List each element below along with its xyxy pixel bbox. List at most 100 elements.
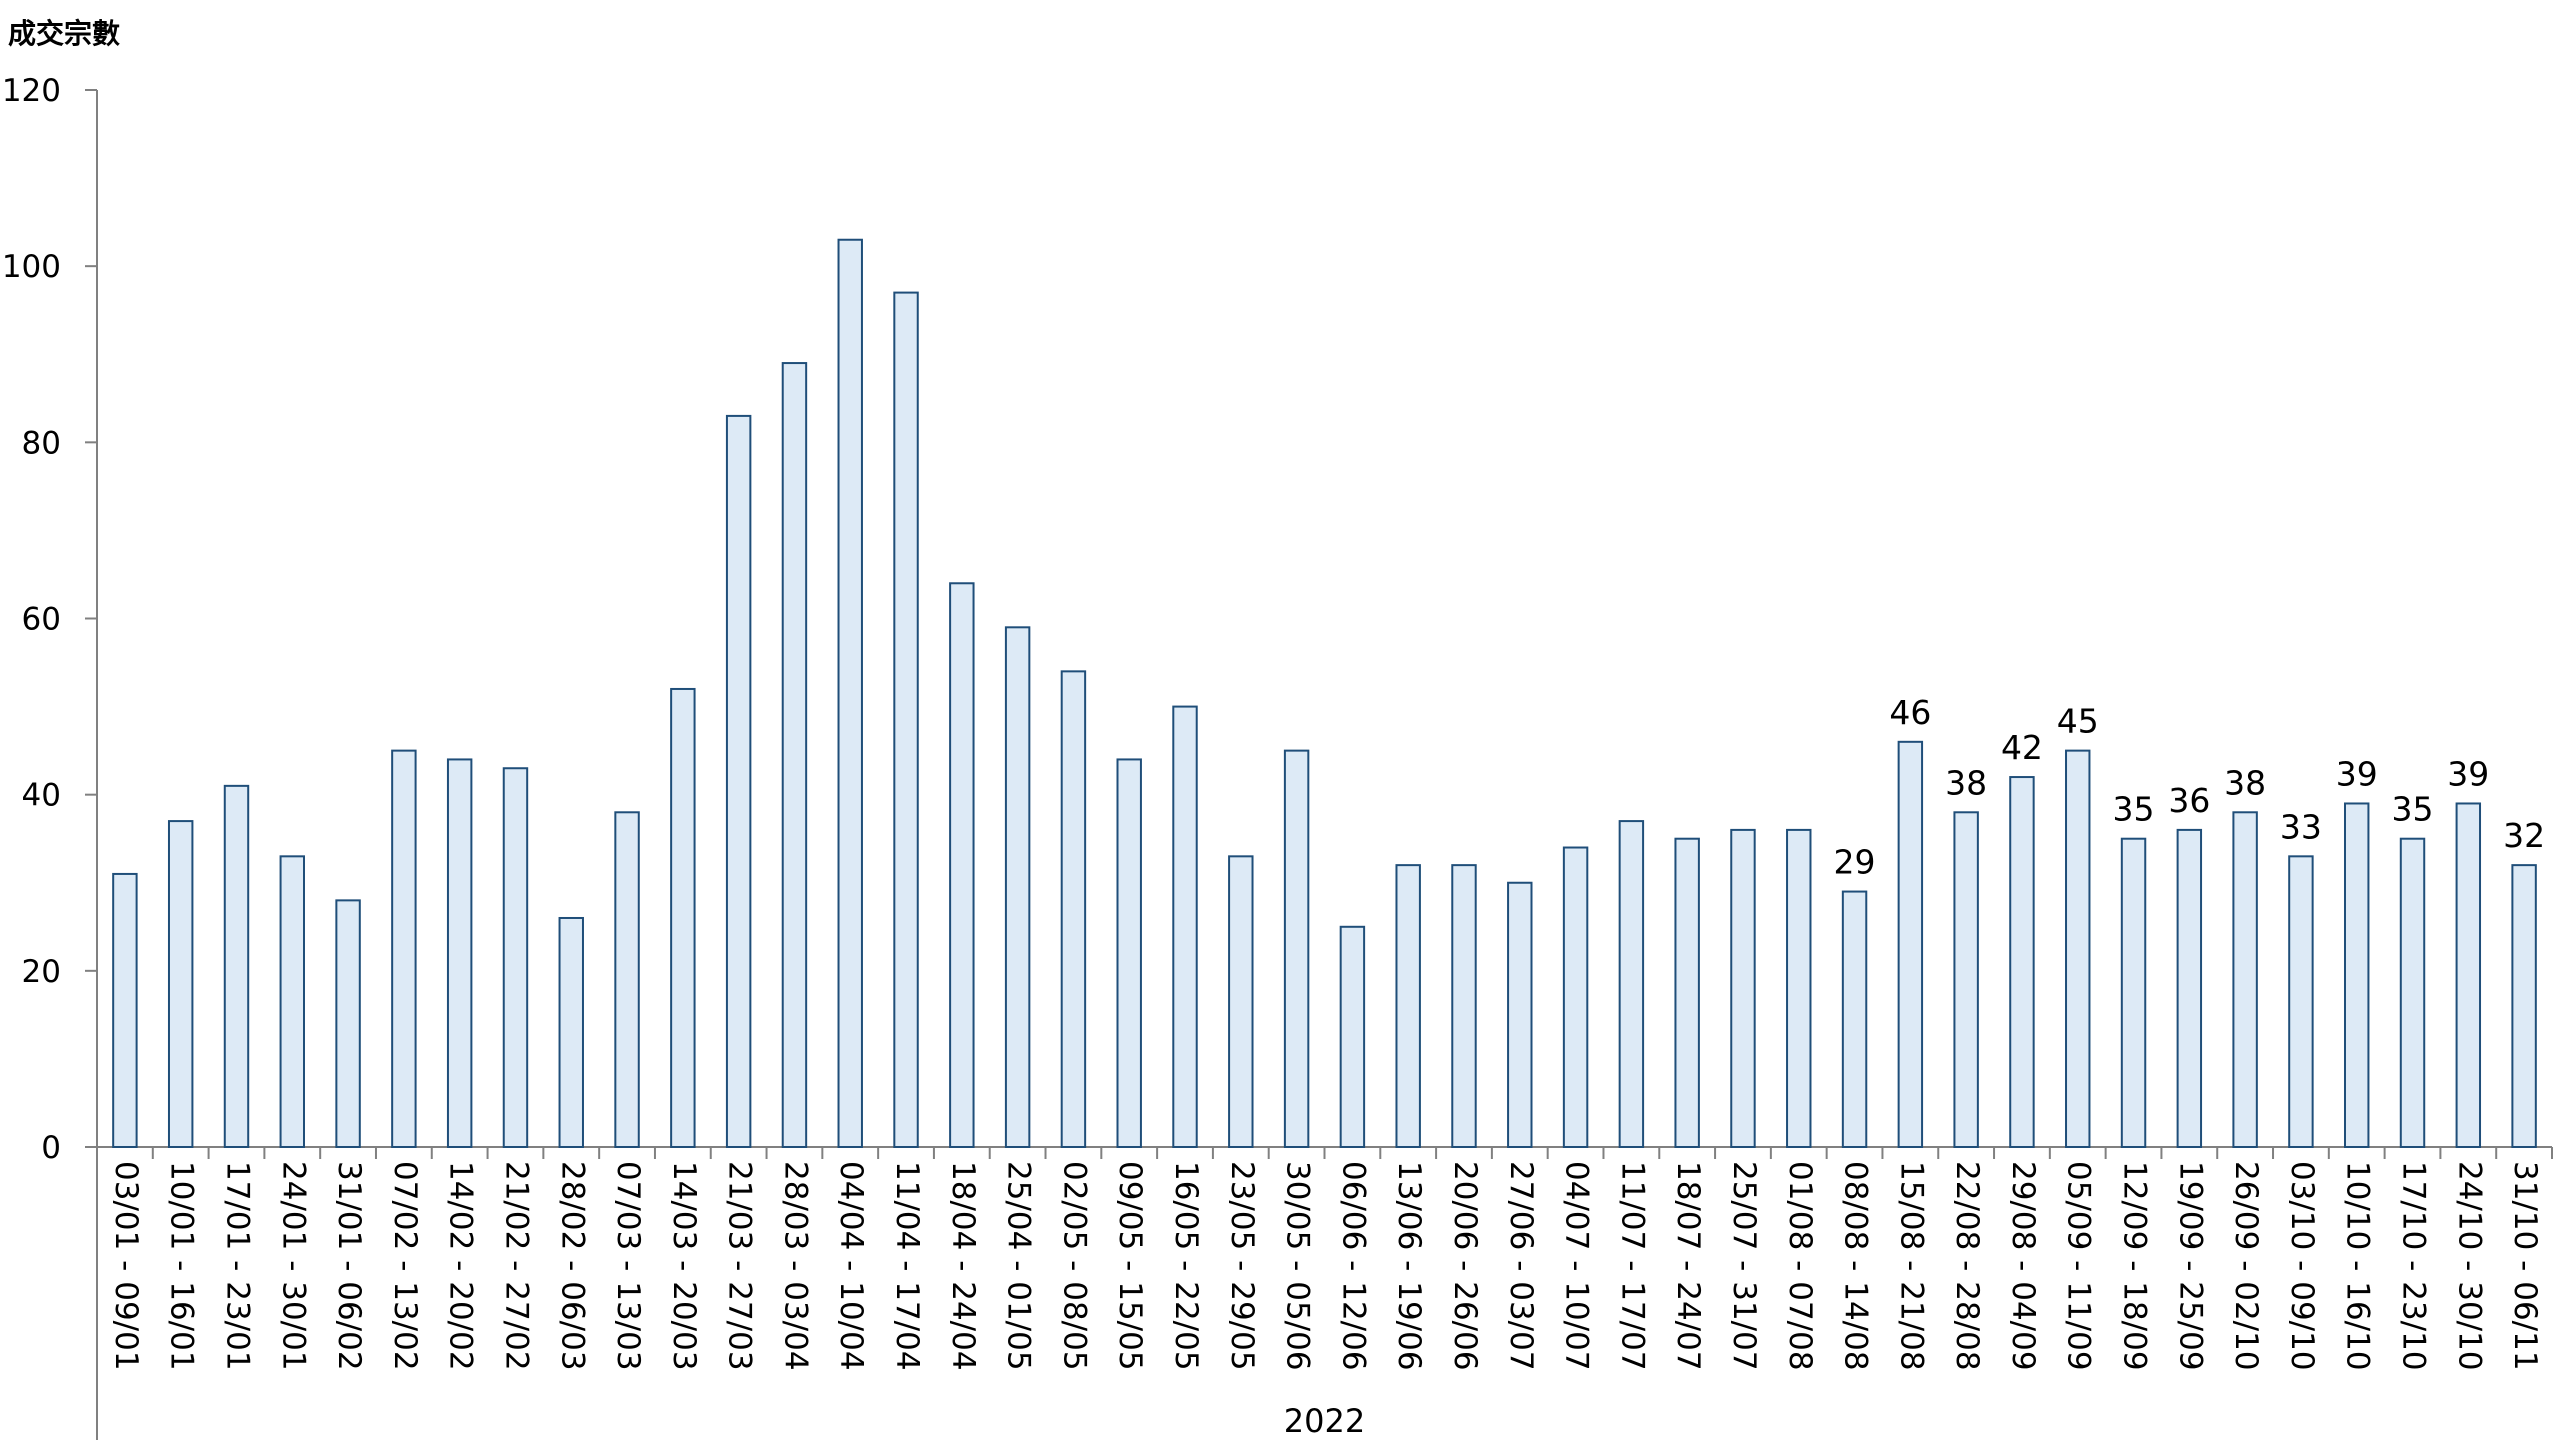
x-category-label: 01/08 - 07/08 — [1782, 1161, 1818, 1371]
bar — [949, 582, 975, 1148]
bar — [1395, 864, 1421, 1149]
bar — [223, 784, 250, 1148]
x-category-label: 22/08 - 28/08 — [1949, 1161, 1985, 1371]
x-category-label: 11/07 - 17/07 — [1614, 1161, 1650, 1371]
bar — [2455, 802, 2482, 1148]
data-label: 42 — [2001, 728, 2043, 767]
data-label: 33 — [2280, 807, 2322, 846]
x-category-label: 08/08 - 14/08 — [1838, 1161, 1874, 1371]
x-category-label: 31/10 - 06/11 — [2507, 1161, 2543, 1371]
x-category-label: 28/03 - 03/04 — [777, 1161, 813, 1371]
x-category-label: 02/05 - 08/05 — [1056, 1161, 1092, 1371]
data-label: 35 — [2392, 790, 2434, 829]
bar — [1507, 881, 1533, 1148]
x-category-label: 18/04 - 24/04 — [945, 1161, 981, 1371]
bar — [1283, 749, 1310, 1148]
x-category-label: 19/09 - 25/09 — [2172, 1161, 2208, 1371]
bar — [2343, 802, 2370, 1148]
bar — [837, 238, 863, 1149]
bar — [167, 820, 194, 1148]
bar — [2511, 864, 2537, 1149]
y-tick-label: 0 — [41, 1130, 61, 1166]
x-category-label: 31/01 - 06/02 — [331, 1161, 367, 1371]
bar — [1730, 828, 1756, 1149]
bar — [558, 916, 584, 1148]
bar — [1451, 864, 1477, 1149]
x-category-label: 17/01 - 23/01 — [219, 1161, 255, 1371]
x-category-label: 23/05 - 29/05 — [1224, 1161, 1260, 1371]
bar — [446, 758, 473, 1149]
bar — [279, 855, 306, 1148]
x-category-label: 25/07 - 31/07 — [1726, 1161, 1762, 1371]
bar — [1897, 740, 1924, 1148]
x-category-label: 21/02 - 27/02 — [498, 1161, 534, 1371]
y-tick-label: 80 — [22, 425, 61, 461]
bar — [2120, 837, 2147, 1148]
bar — [2288, 855, 2314, 1148]
y-tick-label: 40 — [22, 778, 61, 814]
x-category-label: 04/04 - 10/04 — [833, 1161, 869, 1371]
data-label: 39 — [2447, 754, 2489, 793]
x-category-label: 07/03 - 13/03 — [610, 1161, 646, 1371]
bar — [1228, 855, 1254, 1148]
x-category-label: 16/05 - 22/05 — [1168, 1161, 1204, 1371]
x-category-label: 24/10 - 30/10 — [2451, 1161, 2487, 1371]
data-label: 45 — [2057, 702, 2099, 741]
bar — [2009, 776, 2035, 1148]
x-category-label: 30/05 - 05/06 — [1280, 1161, 1316, 1371]
x-category-label: 26/09 - 02/10 — [2228, 1161, 2264, 1371]
data-label: 29 — [1834, 843, 1876, 882]
bar — [1618, 820, 1645, 1148]
bar — [670, 687, 696, 1148]
x-category-label: 06/06 - 12/06 — [1335, 1161, 1371, 1371]
x-category-label: 03/10 - 09/10 — [2284, 1161, 2320, 1371]
bar — [893, 291, 919, 1148]
x-group-label: 2022 — [1284, 1402, 1365, 1440]
x-category-label: 12/09 - 18/09 — [2117, 1161, 2153, 1371]
bar — [335, 899, 361, 1148]
y-tick-label: 20 — [22, 954, 61, 990]
x-category-label: 25/04 - 01/05 — [1001, 1161, 1037, 1371]
y-tick-label: 120 — [2, 73, 61, 109]
x-category-label: 14/02 - 20/02 — [443, 1161, 479, 1371]
bar — [502, 767, 529, 1148]
y-axis-title: 成交宗數 — [8, 17, 121, 50]
x-category-label: 03/01 - 09/01 — [108, 1161, 144, 1371]
bar — [1562, 846, 1589, 1148]
bar — [2232, 811, 2258, 1148]
bar — [1674, 837, 1700, 1148]
data-label: 38 — [2224, 763, 2266, 802]
bar — [1841, 890, 1868, 1149]
bar — [2176, 828, 2203, 1149]
x-category-label: 13/06 - 19/06 — [1391, 1161, 1427, 1371]
x-category-label: 10/01 - 16/01 — [164, 1161, 200, 1371]
bar — [2399, 837, 2426, 1148]
x-category-label: 11/04 - 17/04 — [889, 1161, 925, 1371]
bar — [1953, 811, 1979, 1148]
data-label: 36 — [2168, 781, 2210, 820]
x-category-label: 18/07 - 24/07 — [1670, 1161, 1706, 1371]
x-category-label: 17/10 - 23/10 — [2396, 1161, 2432, 1371]
x-category-label: 27/06 - 03/07 — [1503, 1161, 1539, 1371]
y-tick-label: 100 — [2, 249, 61, 285]
bar — [725, 414, 752, 1148]
x-category-label: 29/08 - 04/09 — [2005, 1161, 2041, 1371]
bar — [781, 362, 808, 1148]
bar — [1060, 670, 1087, 1148]
x-category-label: 10/10 - 16/10 — [2340, 1161, 2376, 1371]
bar — [614, 811, 640, 1148]
x-category-label: 04/07 - 10/07 — [1559, 1161, 1595, 1371]
bar — [391, 749, 417, 1148]
x-category-label: 07/02 - 13/02 — [387, 1161, 423, 1371]
bar — [1116, 758, 1142, 1149]
data-label: 38 — [1945, 763, 1987, 802]
bar — [1004, 626, 1031, 1148]
y-tick-label: 60 — [22, 602, 61, 638]
data-label: 35 — [2113, 790, 2155, 829]
bar — [1172, 705, 1198, 1148]
x-category-label: 14/03 - 20/03 — [666, 1161, 702, 1371]
x-category-label: 15/08 - 21/08 — [1893, 1161, 1929, 1371]
bar — [1786, 828, 1812, 1149]
x-category-label: 20/06 - 26/06 — [1447, 1161, 1483, 1371]
